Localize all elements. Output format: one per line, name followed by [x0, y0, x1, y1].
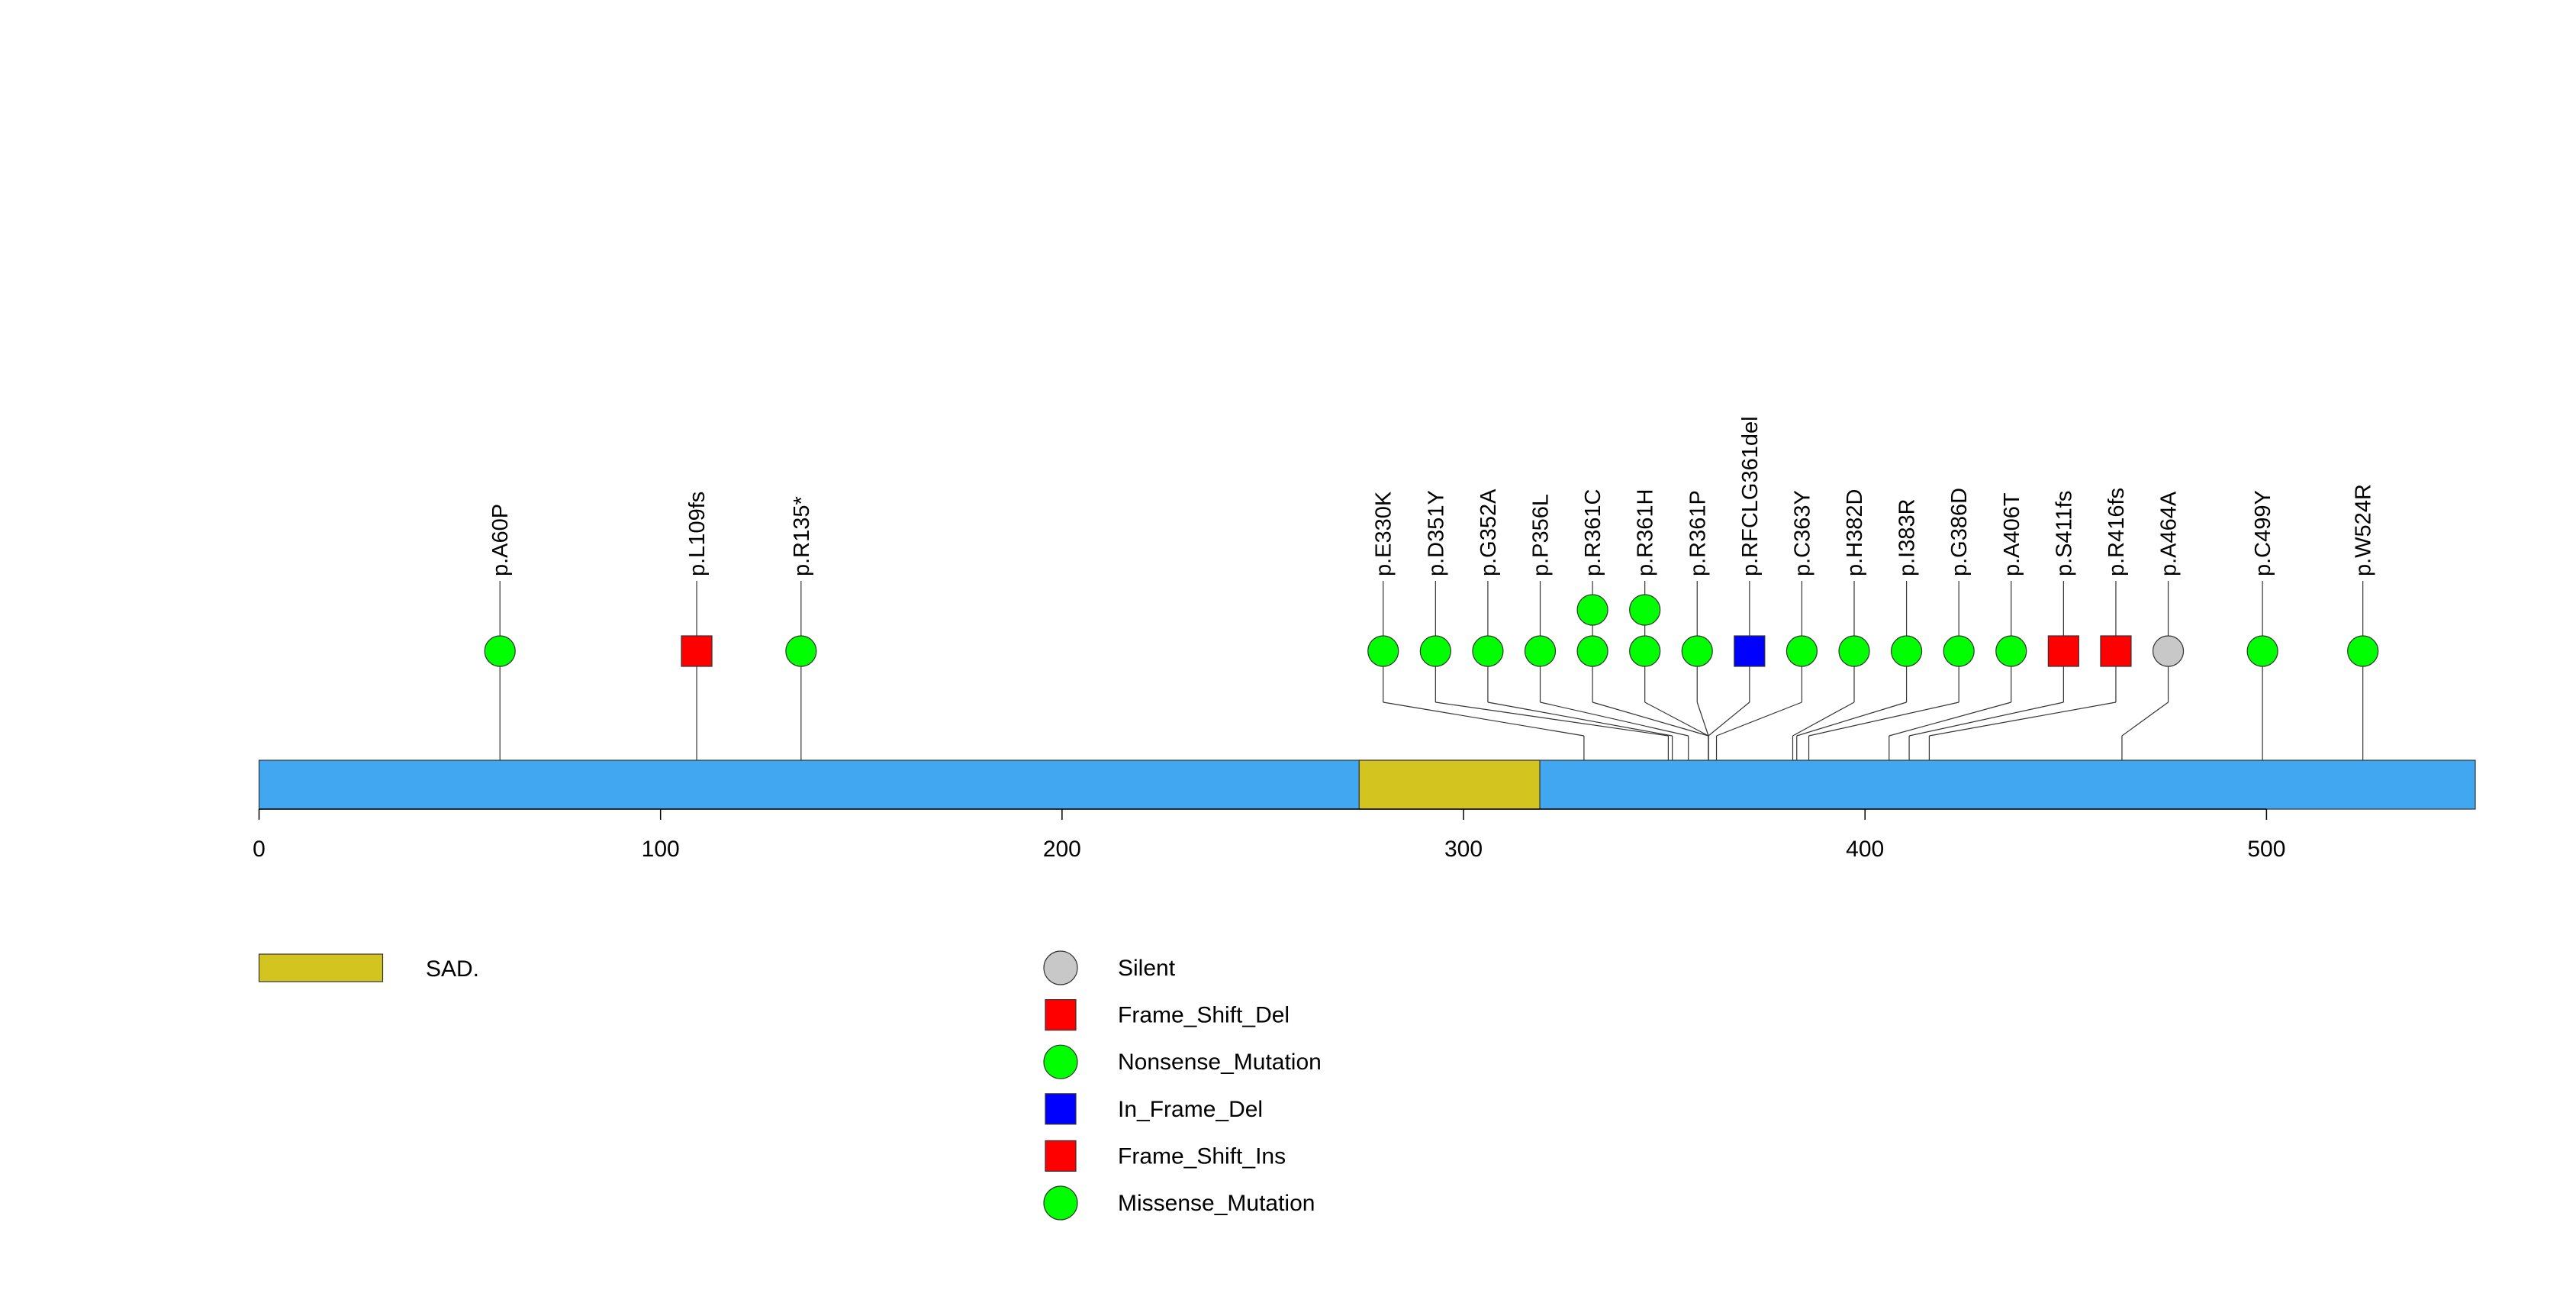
lollipop-connector	[1708, 701, 1750, 737]
domain-sad	[1358, 759, 1541, 810]
lollipop-connector	[1383, 701, 1584, 737]
lollipop-connector	[1889, 701, 2011, 737]
mutation-marker-p-g386d	[1943, 635, 1975, 667]
mutation-marker-p-g352a	[1472, 635, 1504, 667]
mutation-marker-p-e330k	[1367, 635, 1399, 667]
lollipop-connector	[1908, 701, 2064, 737]
mutation-marker-p-h382d	[1838, 635, 1870, 667]
mutation-label-p-r361h: p.R361H	[1634, 489, 1658, 576]
mutation-label-p-p356l: p.P356L	[1529, 494, 1554, 576]
lollipop-connector	[1808, 701, 1959, 737]
mutation-marker-p-r361h	[1629, 594, 1661, 626]
legend-type-swatch-silent	[1043, 950, 1078, 985]
legend-type-label-frame-shift-ins: Frame_Shift_Ins	[1118, 1143, 1286, 1169]
mutation-label-p-r361p: p.R361P	[1686, 490, 1710, 576]
mutation-label-p-e330k: p.E330K	[1372, 491, 1396, 576]
x-tick-label: 500	[2247, 837, 2285, 862]
mutation-label-p-s411fs: p.S411fs	[2052, 491, 2076, 576]
mutation-marker-p-l109fs	[681, 635, 713, 667]
mutation-marker-p-r361c	[1576, 594, 1608, 626]
x-tick-label: 0	[253, 837, 266, 862]
mutation-marker-p-r361p	[1681, 635, 1713, 667]
mutation-marker-p-r361c	[1576, 635, 1608, 667]
legend-type-label-frame-shift-del: Frame_Shift_Del	[1118, 1003, 1290, 1028]
legend-type-label-in-frame-del: In_Frame_Del	[1118, 1097, 1263, 1122]
mutation-label-p-i383r: p.I383R	[1895, 498, 1920, 576]
mutation-label-p-d351y: p.D351Y	[1424, 490, 1448, 576]
mutation-marker-p-a464a	[2152, 635, 2185, 667]
legend-type-swatch-missense-mutation	[1043, 1185, 1078, 1221]
mutation-label-p-h382d: p.H382D	[1843, 489, 1867, 576]
mutation-marker-p-a406t	[1995, 635, 2027, 667]
lollipop-connector	[1644, 701, 1709, 737]
mutation-label-p-c499y: p.C499Y	[2251, 490, 2275, 576]
domain-legend: SAD.	[258, 953, 479, 982]
mutation-marker-p-s411fs	[2047, 635, 2079, 667]
connector-lines	[1383, 701, 2169, 737]
mutation-marker-p-i383r	[1890, 635, 1923, 667]
mutation-markers	[484, 594, 2379, 667]
x-tick-label: 100	[642, 837, 680, 862]
mutation-label-p-r416fs: p.R416fs	[2104, 488, 2129, 576]
mutation-type-legend: Silent Frame_Shift_Del Nonsense_Mutation In…	[1043, 950, 1322, 1221]
mutation-label-p-r135: p.R135*	[790, 496, 814, 576]
legend-domain-swatch	[258, 953, 384, 982]
legend-type-swatch-frame-shift-del	[1045, 998, 1077, 1031]
legend-type-swatch-nonsense-mutation	[1043, 1044, 1078, 1079]
mutation-label-p-g352a: p.G352A	[1476, 489, 1501, 576]
lollipop-connector	[1929, 701, 2117, 737]
mutation-label-p-rfclg361del: p.RFCLG361del	[1738, 416, 1763, 576]
lollipop-connector	[1696, 701, 1709, 737]
mutation-label-p-a464a: p.A464A	[2157, 491, 2182, 576]
mutation-marker-p-c363y	[1785, 635, 1818, 667]
lollipop-stems	[499, 581, 2364, 760]
mutation-marker-p-p356l	[1524, 635, 1557, 667]
mutation-marker-p-r416fs	[2100, 635, 2132, 667]
lollipop-connector	[2121, 701, 2169, 737]
legend-type-swatch-in-frame-del	[1045, 1093, 1077, 1125]
mutation-marker-p-a60p	[484, 635, 516, 667]
mutation-marker-p-r135	[785, 635, 817, 667]
x-axis: 0 100 200 300 400 500	[253, 808, 2285, 862]
x-tick-label: 200	[1043, 837, 1081, 862]
lollipop-connector	[1796, 701, 1907, 737]
mutation-label-p-a60p: p.A60P	[488, 504, 513, 576]
mutation-label-p-g386d: p.G386D	[1947, 488, 1972, 576]
protein-domains	[1358, 759, 1541, 810]
lollipop-connector	[1592, 701, 1709, 737]
legend-type-swatch-frame-shift-ins	[1045, 1140, 1077, 1172]
mutation-label-p-a406t: p.A406T	[2000, 492, 2024, 576]
lollipop-connector	[1792, 701, 1855, 737]
legend-domain-label: SAD.	[426, 956, 479, 982]
legend-type-label-silent: Silent	[1118, 956, 1176, 981]
mutation-label-p-l109fs: p.L109fs	[685, 492, 710, 576]
mutation-label-p-w524r: p.W524R	[2352, 484, 2376, 576]
mutation-marker-p-d351y	[1419, 635, 1451, 667]
lollipop-connector	[1716, 701, 1802, 737]
lollipop-connector	[1487, 701, 1673, 737]
mutation-marker-p-r361h	[1629, 635, 1661, 667]
legend-type-label-nonsense-mutation: Nonsense_Mutation	[1118, 1050, 1322, 1075]
mutation-marker-p-c499y	[2246, 635, 2278, 667]
legend-type-label-missense-mutation: Missense_Mutation	[1118, 1191, 1315, 1216]
mutation-label-p-c363y: p.C363Y	[1790, 490, 1814, 576]
x-tick-label: 300	[1444, 837, 1483, 862]
mutation-marker-p-rfclg361del	[1734, 635, 1766, 667]
lollipop-connector	[1540, 701, 1689, 737]
lollipop-connector	[1435, 701, 1669, 737]
mutation-marker-p-w524r	[2347, 635, 2379, 667]
mutation-label-p-r361c: p.R361C	[1581, 489, 1605, 576]
mutation-labels: p.A60P p.L109fs p.R135* p.E330K p.D351Y p.G35…	[488, 416, 2375, 576]
x-tick-label: 400	[1846, 837, 1884, 862]
